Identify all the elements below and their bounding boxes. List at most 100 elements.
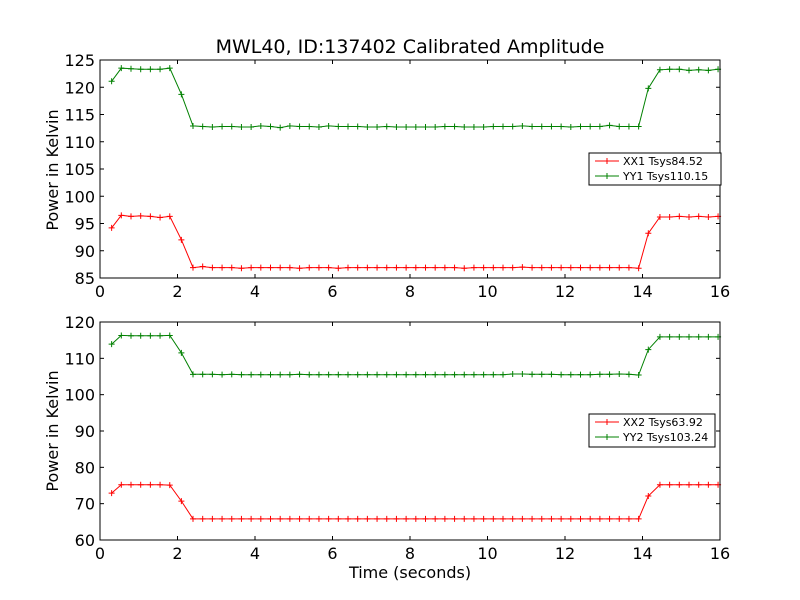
top-series-0-point	[315, 264, 322, 271]
bottom-series-1-point	[635, 372, 642, 379]
top-series-0-point	[147, 213, 154, 220]
bottom-series-0-point	[656, 481, 663, 488]
top-series-1-point	[441, 123, 448, 130]
top-series-0-point	[480, 264, 487, 271]
top-series-1-point	[108, 78, 115, 85]
top-series-1-point	[345, 123, 351, 130]
bottom-series-1-point	[219, 371, 226, 378]
bottom-series-0-point	[490, 515, 497, 522]
top-series-1-point	[705, 67, 712, 74]
top-series-1-point	[422, 124, 429, 131]
bottom-series-0-point	[345, 515, 351, 522]
top-series-0-point	[645, 230, 652, 237]
top-series-1-point	[199, 123, 206, 130]
top-series-1-point	[538, 123, 545, 130]
bottom-series-1-point	[383, 371, 390, 378]
top-series-1-point	[128, 65, 134, 72]
top-series-0-point	[705, 213, 712, 220]
top-series-0-point	[656, 213, 663, 220]
bottom-series-0-point	[178, 498, 185, 505]
bottom-series-0-point	[519, 515, 526, 522]
top-series-0-point	[257, 264, 264, 271]
top-series-1-point	[625, 123, 632, 130]
top-x-tick-label: 2	[172, 282, 182, 301]
top-series-0-point	[461, 265, 468, 272]
bottom-plot-area: 0 2 4 6 8 10 12 14 16 60 70 80 90 100 110 120 XX2 Tsys63…	[64, 313, 730, 563]
top-x-tick-label: 6	[327, 282, 337, 301]
top-series-0-point	[306, 264, 313, 271]
top-series-0-point	[383, 264, 390, 271]
bottom-series-0-point	[190, 515, 196, 522]
bottom-series-0-point	[315, 515, 322, 522]
bottom-series-1-point	[695, 333, 702, 340]
top-series-1-point	[432, 124, 439, 131]
top-series-1-point	[137, 66, 144, 73]
bottom-series-1-point	[238, 371, 245, 378]
top-series-0-point	[686, 213, 692, 220]
bottom-series-1-point	[128, 332, 134, 339]
top-series-1-point	[548, 123, 555, 130]
top-series-0-point	[157, 214, 164, 221]
bottom-series-0-point	[529, 515, 536, 522]
bottom-series-1-point	[596, 371, 603, 378]
bottom-series-1-point	[538, 371, 545, 378]
bottom-series-0-point	[538, 515, 545, 522]
top-series-0-point	[695, 213, 702, 220]
subplot-bottom: Power in Kelvin Time (seconds) 0 2 4 6 8 10 12…	[43, 313, 730, 582]
bottom-series-0-point	[248, 515, 255, 522]
top-series-0-point	[577, 264, 584, 271]
bottom-series-1-point	[500, 371, 506, 378]
bottom-series-0-point	[118, 481, 125, 488]
bottom-series-0-point	[296, 515, 303, 522]
bottom-series-0-point	[567, 515, 574, 522]
bottom-series-1-point	[422, 371, 429, 378]
bottom-series-1-point	[296, 371, 303, 378]
bottom-series-1-point	[577, 371, 584, 378]
top-series-0-point	[248, 264, 255, 271]
bottom-series-0-point	[238, 515, 245, 522]
bottom-series-0-point	[137, 481, 144, 488]
top-series-1-point	[393, 124, 400, 131]
bottom-series-0-point	[635, 515, 642, 522]
top-series-0-point	[558, 264, 565, 271]
top-series-0-point	[422, 264, 429, 271]
bottom-series-0-point	[695, 481, 702, 488]
top-y-tick-label: 110	[64, 133, 95, 152]
top-series-1-point	[616, 123, 623, 130]
bottom-series-1-point	[490, 371, 497, 378]
bottom-y-tick-label: 70	[75, 495, 95, 514]
top-y-axis-label: Power in Kelvin	[43, 109, 62, 230]
bottom-series-0-point	[645, 493, 652, 500]
top-series-0-point	[128, 213, 134, 220]
bottom-series-0-point	[596, 515, 603, 522]
top-series-0-point	[364, 264, 371, 271]
top-series-1-point	[277, 124, 284, 131]
top-series-0-point	[519, 264, 526, 271]
subplot-top: MWL40, ID:137402 Calibrated Amplitude Po…	[43, 36, 730, 301]
bottom-series-1-point	[509, 370, 516, 377]
top-legend-box	[588, 152, 722, 186]
bottom-y-tick-label: 100	[64, 386, 95, 405]
bottom-x-tick-label: 8	[405, 544, 415, 563]
top-series-0-point	[548, 264, 555, 271]
bottom-series-1-point	[118, 332, 125, 339]
bottom-series-1-point	[325, 371, 332, 378]
bottom-series-1-point	[616, 370, 623, 377]
bottom-y-tick-label: 60	[75, 531, 95, 550]
top-series-0-point	[635, 265, 642, 272]
top-y-tick-label: 95	[75, 215, 95, 234]
bottom-series-0-point	[277, 515, 284, 522]
top-series-0-point	[325, 264, 332, 271]
bottom-series-0-point	[393, 515, 400, 522]
top-series-0-point	[374, 264, 381, 271]
top-series-0-point	[432, 264, 439, 271]
bottom-series-1-point	[519, 370, 526, 377]
top-series-1-point	[325, 122, 332, 129]
bottom-legend-label-1: YY2 Tsys103.24	[622, 431, 708, 444]
bottom-series-0-point	[705, 481, 712, 488]
bottom-series-0-point	[616, 515, 623, 522]
chart-title: MWL40, ID:137402 Calibrated Amplitude	[216, 36, 605, 58]
top-series-1-point	[209, 124, 216, 131]
top-y-tick-label: 105	[64, 160, 95, 179]
bottom-series-0-point	[577, 515, 584, 522]
